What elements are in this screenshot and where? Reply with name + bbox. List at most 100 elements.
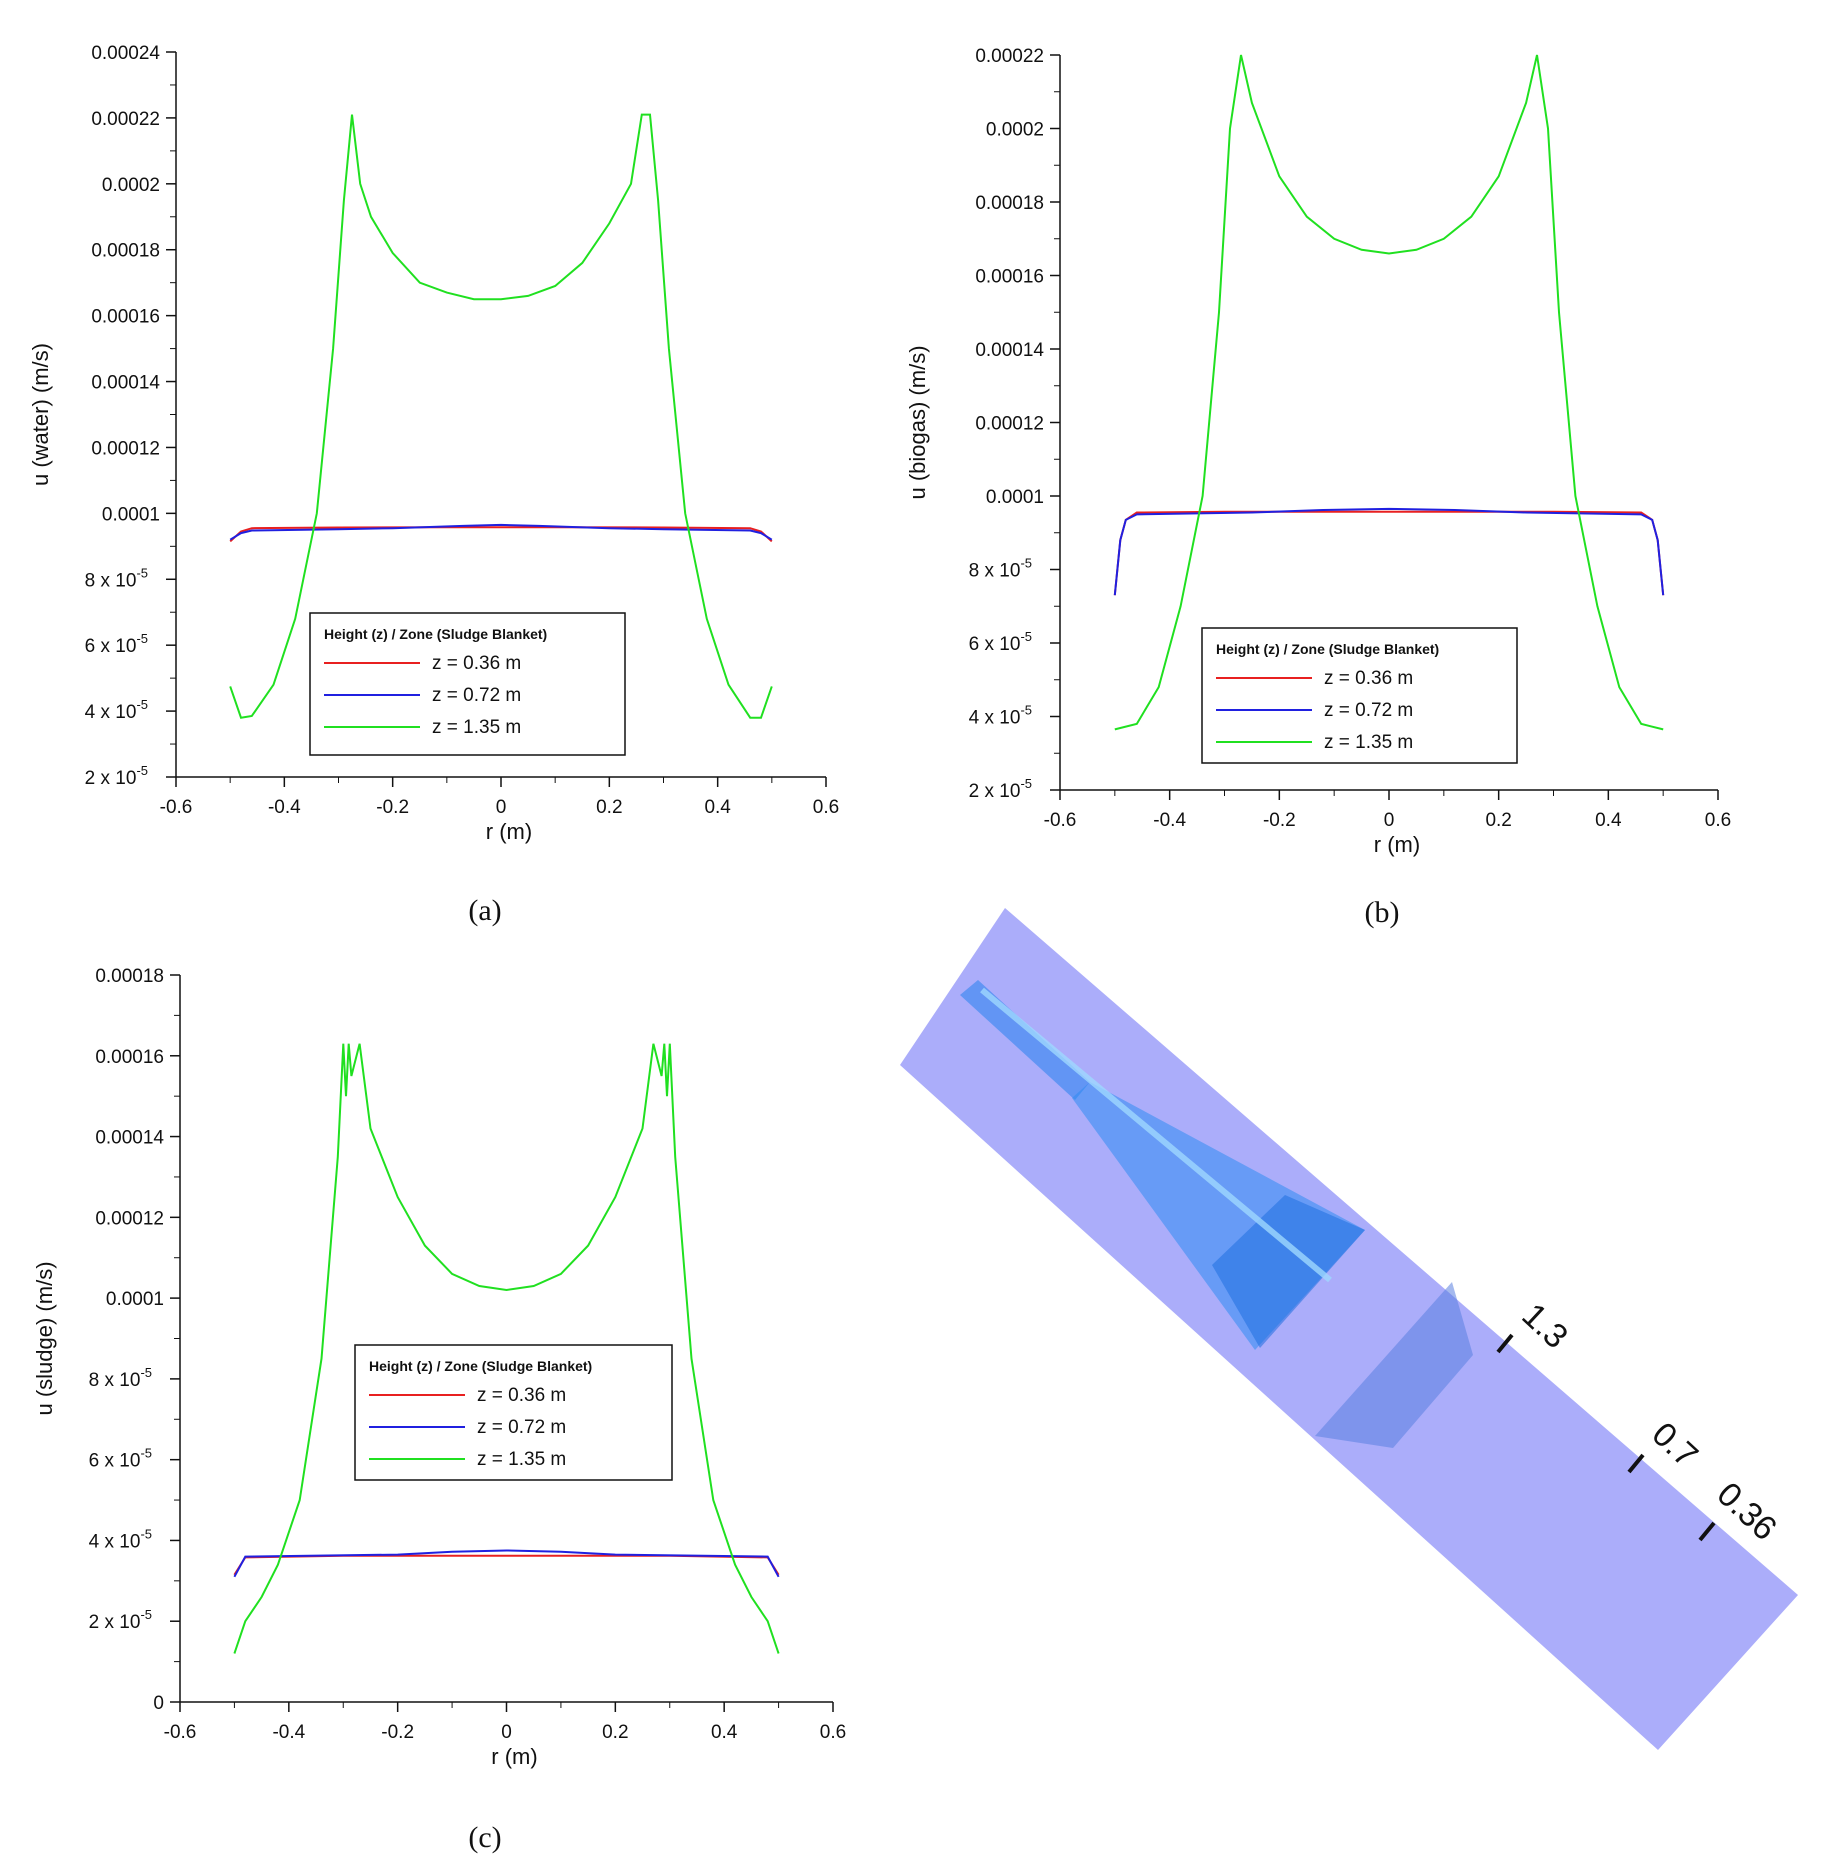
legend-entry: z = 0.72 m — [477, 1417, 566, 1438]
x-tick-label: 0.6 — [813, 797, 839, 818]
series-line-135 — [229, 113, 773, 719]
chart-b-caption: (b) — [1365, 896, 1400, 929]
series-line-036 — [229, 526, 773, 543]
x-tick-label: -0.4 — [1153, 810, 1186, 831]
series-line-135 — [1114, 54, 1664, 731]
x-axis-label: r (m) — [1374, 832, 1420, 857]
y-tick-label: 6 x 10-5 — [969, 629, 1032, 655]
tick-0-36 — [1698, 1521, 1716, 1542]
y-tick-label: 2 x 10-5 — [969, 776, 1032, 802]
legend-entry: z = 0.72 m — [1324, 700, 1413, 721]
y-tick-label: 0.0001 — [106, 1289, 164, 1310]
legend-title: Height (z) / Zone (Sludge Blanket) — [369, 1358, 592, 1374]
x-tick-label: 0.4 — [711, 1722, 738, 1743]
y-tick-label: 6 x 10-5 — [89, 1446, 152, 1472]
x-tick-label: -0.2 — [381, 1722, 414, 1743]
series-line-036 — [233, 1554, 780, 1576]
y-tick-label: 4 x 10-5 — [89, 1526, 152, 1552]
reactor-diagram: 1.3 0.7 0.36 — [900, 908, 1798, 1750]
y-tick-label: 8 x 10-5 — [89, 1365, 152, 1391]
tick-0-7 — [1627, 1453, 1645, 1474]
x-tick-label: -0.6 — [164, 1722, 197, 1743]
x-tick-label: 0.6 — [1705, 810, 1731, 831]
legend-entry: z = 0.36 m — [432, 653, 521, 674]
chart-c: -0.6 -0.4 -0.2 0 0.2 0.4 0.6 0 2 x 10-5 4 x 10-5 6… — [32, 966, 846, 1769]
y-tick-label: 0.00018 — [975, 193, 1044, 214]
x-tick-label: -0.4 — [268, 797, 301, 818]
x-tick-label: -0.4 — [272, 1722, 305, 1743]
legend-entry: z = 0.36 m — [477, 1385, 566, 1406]
x-tick-label: 0 — [1384, 810, 1395, 831]
gas-collector — [1315, 1282, 1473, 1448]
y-tick-label: 0.00018 — [95, 966, 164, 987]
y-tick-label: 4 x 10-5 — [85, 697, 148, 723]
y-tick-label: 0.0002 — [986, 120, 1044, 141]
y-tick-label: 8 x 10-5 — [85, 565, 148, 591]
y-tick-label: 0.00024 — [91, 43, 160, 64]
series-line-072 — [233, 1549, 780, 1578]
cone-dark-face — [1212, 1195, 1365, 1348]
chart-c-caption: (c) — [468, 1821, 501, 1854]
label-0-7: 0.7 — [1645, 1415, 1705, 1475]
series-line-072 — [1113, 507, 1665, 596]
y-tick-label: 0.00014 — [975, 340, 1044, 361]
series-line-072 — [229, 523, 773, 541]
x-tick-label: 0 — [501, 1722, 512, 1743]
y-tick-label: 0.00014 — [91, 373, 160, 394]
chart-a-caption: (a) — [468, 894, 501, 927]
x-tick-label: 0 — [496, 797, 507, 818]
y-tick-label: 2 x 10-5 — [85, 763, 148, 789]
legend-box — [354, 1344, 673, 1481]
x-tick-label: 0.2 — [602, 1722, 628, 1743]
legend-entry: z = 1.35 m — [1324, 732, 1413, 753]
inlet-highlight — [980, 987, 1332, 1283]
x-axis-label: r (m) — [486, 819, 532, 844]
chart-b: -0.6 -0.4 -0.2 0 0.2 0.4 0.6 2 x 10-5 4 x 10-5 6 … — [905, 46, 1731, 857]
y-tick-label: 0.0001 — [102, 504, 160, 525]
y-tick-label: 0.00016 — [95, 1047, 164, 1068]
legend-entry: z = 1.35 m — [477, 1449, 566, 1470]
x-tick-label: -0.2 — [376, 797, 409, 818]
legend-box — [1201, 627, 1518, 764]
y-tick-label: 0.00012 — [975, 414, 1044, 435]
x-tick-label: 0.6 — [820, 1722, 846, 1743]
y-tick-label: 0.00012 — [95, 1208, 164, 1229]
label-1-3: 1.3 — [1515, 1296, 1575, 1356]
y-tick-label: 0 — [153, 1693, 164, 1714]
y-tick-label: 0.0002 — [102, 175, 160, 196]
chart-a: -0.6 -0.4 -0.2 0 0.2 0.4 0.6 2 x 10-5 4 x 10-5 6 … — [28, 43, 839, 844]
inlet-pipe — [960, 980, 1090, 1100]
y-tick-label: 0.00016 — [975, 267, 1044, 288]
y-axis-label: u (sludge) (m/s) — [32, 1261, 57, 1415]
legend-entry: z = 1.35 m — [432, 717, 521, 738]
x-tick-label: -0.6 — [1044, 810, 1077, 831]
y-axis-label: u (biogas) (m/s) — [905, 345, 930, 499]
legend-box — [309, 612, 626, 756]
y-tick-label: 0.00018 — [91, 241, 160, 262]
y-tick-label: 0.0001 — [986, 487, 1044, 508]
x-tick-label: -0.2 — [1263, 810, 1296, 831]
y-tick-label: 8 x 10-5 — [969, 556, 1032, 582]
y-axis-label: u (water) (m/s) — [28, 343, 53, 486]
x-tick-label: 0.4 — [1595, 810, 1622, 831]
series-line-135 — [233, 1043, 780, 1654]
legend-title: Height (z) / Zone (Sludge Blanket) — [1216, 641, 1439, 657]
legend-entry: z = 0.72 m — [432, 685, 521, 706]
y-tick-label: 0.00022 — [91, 109, 160, 130]
y-tick-label: 0.00012 — [91, 438, 160, 459]
y-tick-label: 6 x 10-5 — [85, 631, 148, 657]
x-tick-label: 0.4 — [704, 797, 731, 818]
x-tick-label: -0.6 — [160, 797, 193, 818]
x-tick-label: 0.2 — [596, 797, 622, 818]
x-tick-label: 0.2 — [1485, 810, 1511, 831]
y-tick-label: 4 x 10-5 — [969, 703, 1032, 729]
y-tick-label: 0.00014 — [95, 1128, 164, 1149]
legend-title: Height (z) / Zone (Sludge Blanket) — [324, 626, 547, 642]
legend-entry: z = 0.36 m — [1324, 668, 1413, 689]
y-tick-label: 2 x 10-5 — [89, 1607, 152, 1633]
y-tick-label: 0.00016 — [91, 307, 160, 328]
x-axis-label: r (m) — [491, 1744, 537, 1769]
y-tick-label: 0.00022 — [975, 46, 1044, 67]
tick-1-3 — [1496, 1333, 1514, 1354]
